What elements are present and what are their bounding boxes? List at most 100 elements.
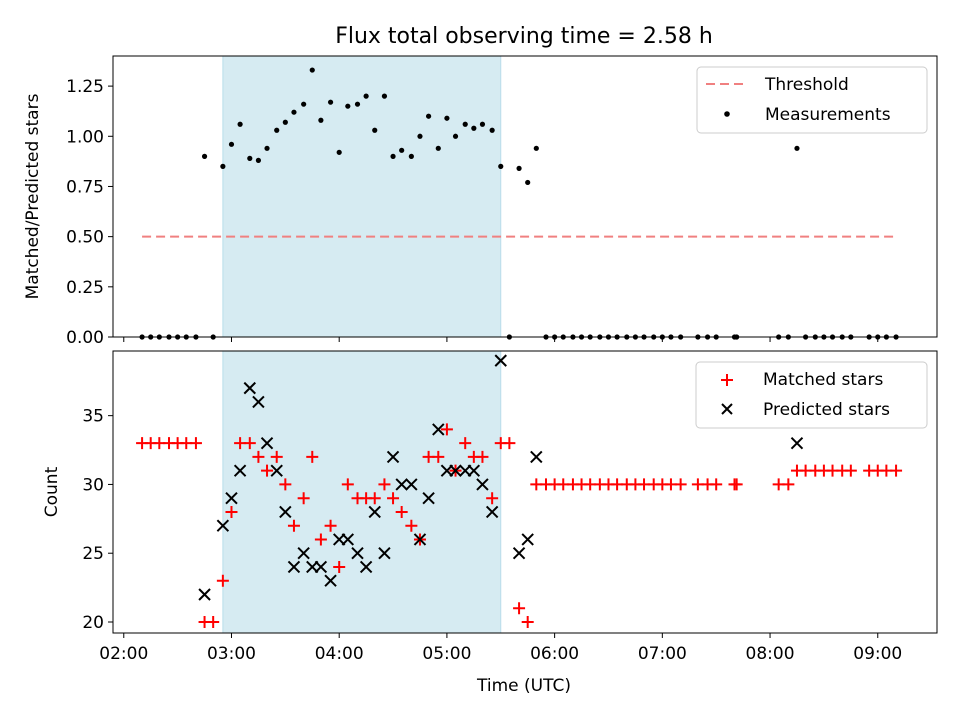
legend: Matched stars Predicted stars: [695, 361, 928, 429]
predicted-star-point: [260, 436, 274, 450]
matched-star-point: [261, 464, 274, 477]
measurement-point: [201, 153, 208, 159]
chart-title: Flux total observing time = 2.58 h: [335, 24, 713, 49]
x-axis-ticks: [123, 337, 879, 342]
measurement-point: [237, 121, 243, 127]
legend-box: [695, 361, 928, 429]
y-tick-label: 0.50: [66, 228, 104, 248]
matched-star-point: [486, 492, 499, 505]
matched-star-point: [513, 602, 526, 615]
predicted-star-point: [530, 450, 543, 464]
predicted-star-point: [270, 464, 283, 477]
predicted-star-point: [216, 519, 230, 532]
predicted-star-point: [314, 560, 328, 574]
plot-frame: [112, 55, 938, 338]
predicted-star-point: [386, 450, 400, 464]
matched-star-point: [252, 450, 265, 463]
predicted-star-point: [494, 354, 507, 367]
measurement-point: [498, 163, 504, 169]
matched-star-point: [440, 423, 453, 436]
measurement-point: [274, 127, 280, 133]
predicted-star-points: [198, 354, 804, 601]
x-tick-label: 07:00: [638, 644, 687, 664]
measurement-point: [452, 133, 459, 139]
predicted-star-point: [341, 533, 355, 546]
measurement-point: [435, 145, 441, 151]
measurement-point: [318, 117, 324, 123]
x-tick-label: 08:00: [746, 644, 795, 664]
measurement-point: [516, 165, 522, 171]
matched-star-point: [432, 450, 445, 463]
matched-star-point: [782, 478, 795, 491]
predicted-star-point: [467, 464, 481, 477]
predicted-star-point: [279, 505, 292, 519]
matched-star-point: [297, 492, 310, 505]
matched-star-point: [216, 574, 229, 587]
matched-star-point: [324, 519, 337, 532]
legend-predicted-label: Predicted stars: [763, 400, 890, 420]
matched-star-point: [225, 505, 238, 518]
measurement-point: [228, 141, 235, 147]
y-tick-label: 25: [82, 544, 104, 564]
x-tick-label: 05:00: [422, 644, 471, 664]
matched-star-point: [674, 478, 687, 491]
plot-frame: [112, 350, 938, 634]
predicted-star-point: [405, 478, 418, 491]
measurement-point: [444, 115, 450, 121]
predicted-star-point: [512, 547, 526, 560]
measurement-point: [255, 157, 262, 163]
measurement-point: [381, 93, 388, 99]
predicted-star-point: [476, 478, 489, 491]
y-tick-label: 1.25: [66, 77, 104, 97]
measurement-point: [462, 121, 468, 127]
predicted-star-point: [243, 381, 257, 395]
predicted-star-point: [368, 505, 381, 519]
legend-threshold-label: Threshold: [764, 75, 849, 95]
matched-star-point: [207, 615, 220, 628]
x-tick-label: 04:00: [315, 644, 364, 664]
matched-star-point: [333, 560, 346, 573]
legend-measurement-label: Measurements: [765, 105, 891, 125]
measurement-point: [417, 133, 423, 139]
measurement-point: [363, 93, 369, 99]
measurement-point: [354, 101, 361, 107]
predicted-star-point: [790, 436, 804, 450]
x-tick-label: 06:00: [530, 644, 579, 664]
y-tick-label: 35: [82, 407, 104, 427]
matched-star-point: [521, 615, 534, 628]
predicted-star-point: [485, 505, 499, 519]
y-axis-label: Count: [42, 466, 62, 517]
flux-ratio-panel: Flux total observing time = 2.58 h 0.000…: [23, 24, 938, 348]
legend-predicted-swatch: [721, 403, 733, 415]
matched-star-point: [730, 478, 743, 491]
matched-star-point: [279, 478, 292, 491]
x-axis-label: Time (UTC): [476, 676, 571, 696]
y-tick-label: 30: [82, 475, 104, 495]
observing-window-span: [222, 55, 502, 338]
measurement-point: [327, 99, 334, 105]
matched-star-point: [270, 450, 283, 463]
measurement-point: [471, 125, 477, 131]
y-tick-label: 0.75: [66, 177, 104, 197]
measurement-point: [264, 145, 270, 151]
x-axis-ticks: 02:00 03:00 04:00 05:00 06:00 07:00 08:00 09:00: [99, 633, 902, 664]
matched-star-point: [395, 505, 408, 518]
y-tick-label: 1.00: [66, 127, 104, 147]
measurement-point: [291, 109, 297, 115]
measurement-point: [301, 101, 307, 107]
matched-star-point: [387, 492, 400, 505]
legend-matched-swatch: [721, 374, 733, 386]
matched-star-point: [314, 533, 327, 546]
measurement-point: [390, 153, 396, 159]
measurement-point: [533, 145, 539, 151]
measurement-point: [309, 67, 315, 73]
measurement-point: [372, 127, 378, 133]
y-tick-label: 20: [82, 613, 104, 633]
observing-window-span: [222, 350, 502, 634]
x-tick-label: 02:00: [99, 644, 148, 664]
matched-star-point: [844, 464, 857, 477]
measurement-point: [794, 145, 800, 151]
matched-star-point: [306, 450, 319, 463]
